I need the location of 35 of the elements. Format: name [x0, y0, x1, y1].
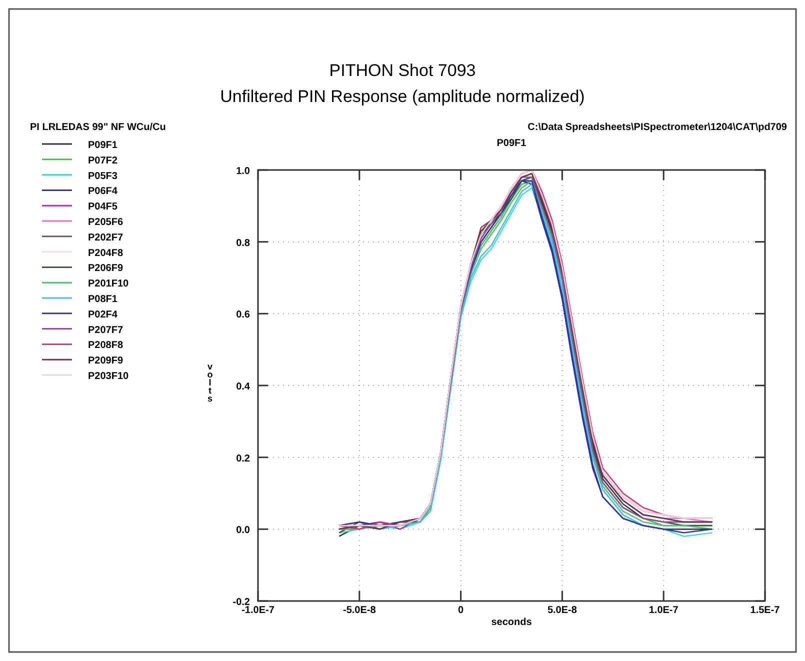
legend-label: P04F5 [88, 202, 118, 213]
y-axis-title: volts [207, 362, 214, 404]
legend-label: P207F7 [88, 324, 124, 336]
x-tick-label: 5.0E-8 [547, 605, 578, 616]
legend-label: P09F1 [88, 140, 118, 151]
y-tick-label: 0.0 [236, 525, 250, 536]
legend-label: P07F2 [88, 155, 118, 166]
legend-label: P205F6 [88, 217, 124, 228]
legend-label: P209F9 [88, 356, 124, 367]
y-tick-label: 0.2 [236, 453, 250, 464]
legend-label: P202F7 [88, 232, 124, 244]
legend-label: P08F1 [88, 294, 118, 305]
x-tick-label: 1.0E-7 [648, 605, 679, 616]
legend-label: P208F8 [88, 340, 124, 352]
y-tick-label: 0.8 [236, 238, 250, 249]
x-tick-label: 1.5E-7 [750, 605, 780, 616]
legend-title: PI LRLEDAS 99" NF WCu/Cu [30, 122, 166, 133]
x-tick-label: -5.0E-8 [343, 605, 376, 616]
legend-label: P201F10 [88, 278, 130, 290]
x-tick-label: -1.0E-7 [242, 605, 275, 616]
legend-label: P204F8 [88, 248, 124, 259]
legend-label: P203F10 [88, 371, 130, 382]
chart-subtitle: Unfiltered PIN Response (amplitude normalized) [220, 87, 585, 106]
text: P09F1 [496, 138, 527, 149]
y-tick-label: 0.6 [236, 310, 250, 321]
legend-label: P02F4 [88, 309, 118, 320]
text: C:\Data Spreadsheets\PISpectrometer\1204\CAT\pd709 [528, 122, 788, 133]
y-tick-label: 1.0 [236, 166, 250, 177]
chart-title: PITHON Shot 7093 [329, 61, 476, 80]
x-axis-title: seconds [491, 617, 532, 628]
legend-label: P206F9 [88, 263, 124, 274]
y-tick-label: 0.4 [236, 382, 250, 392]
x-tick-label: 0 [458, 605, 464, 616]
legend-label: P05F3 [88, 170, 118, 182]
legend-label: P06F4 [88, 186, 118, 198]
